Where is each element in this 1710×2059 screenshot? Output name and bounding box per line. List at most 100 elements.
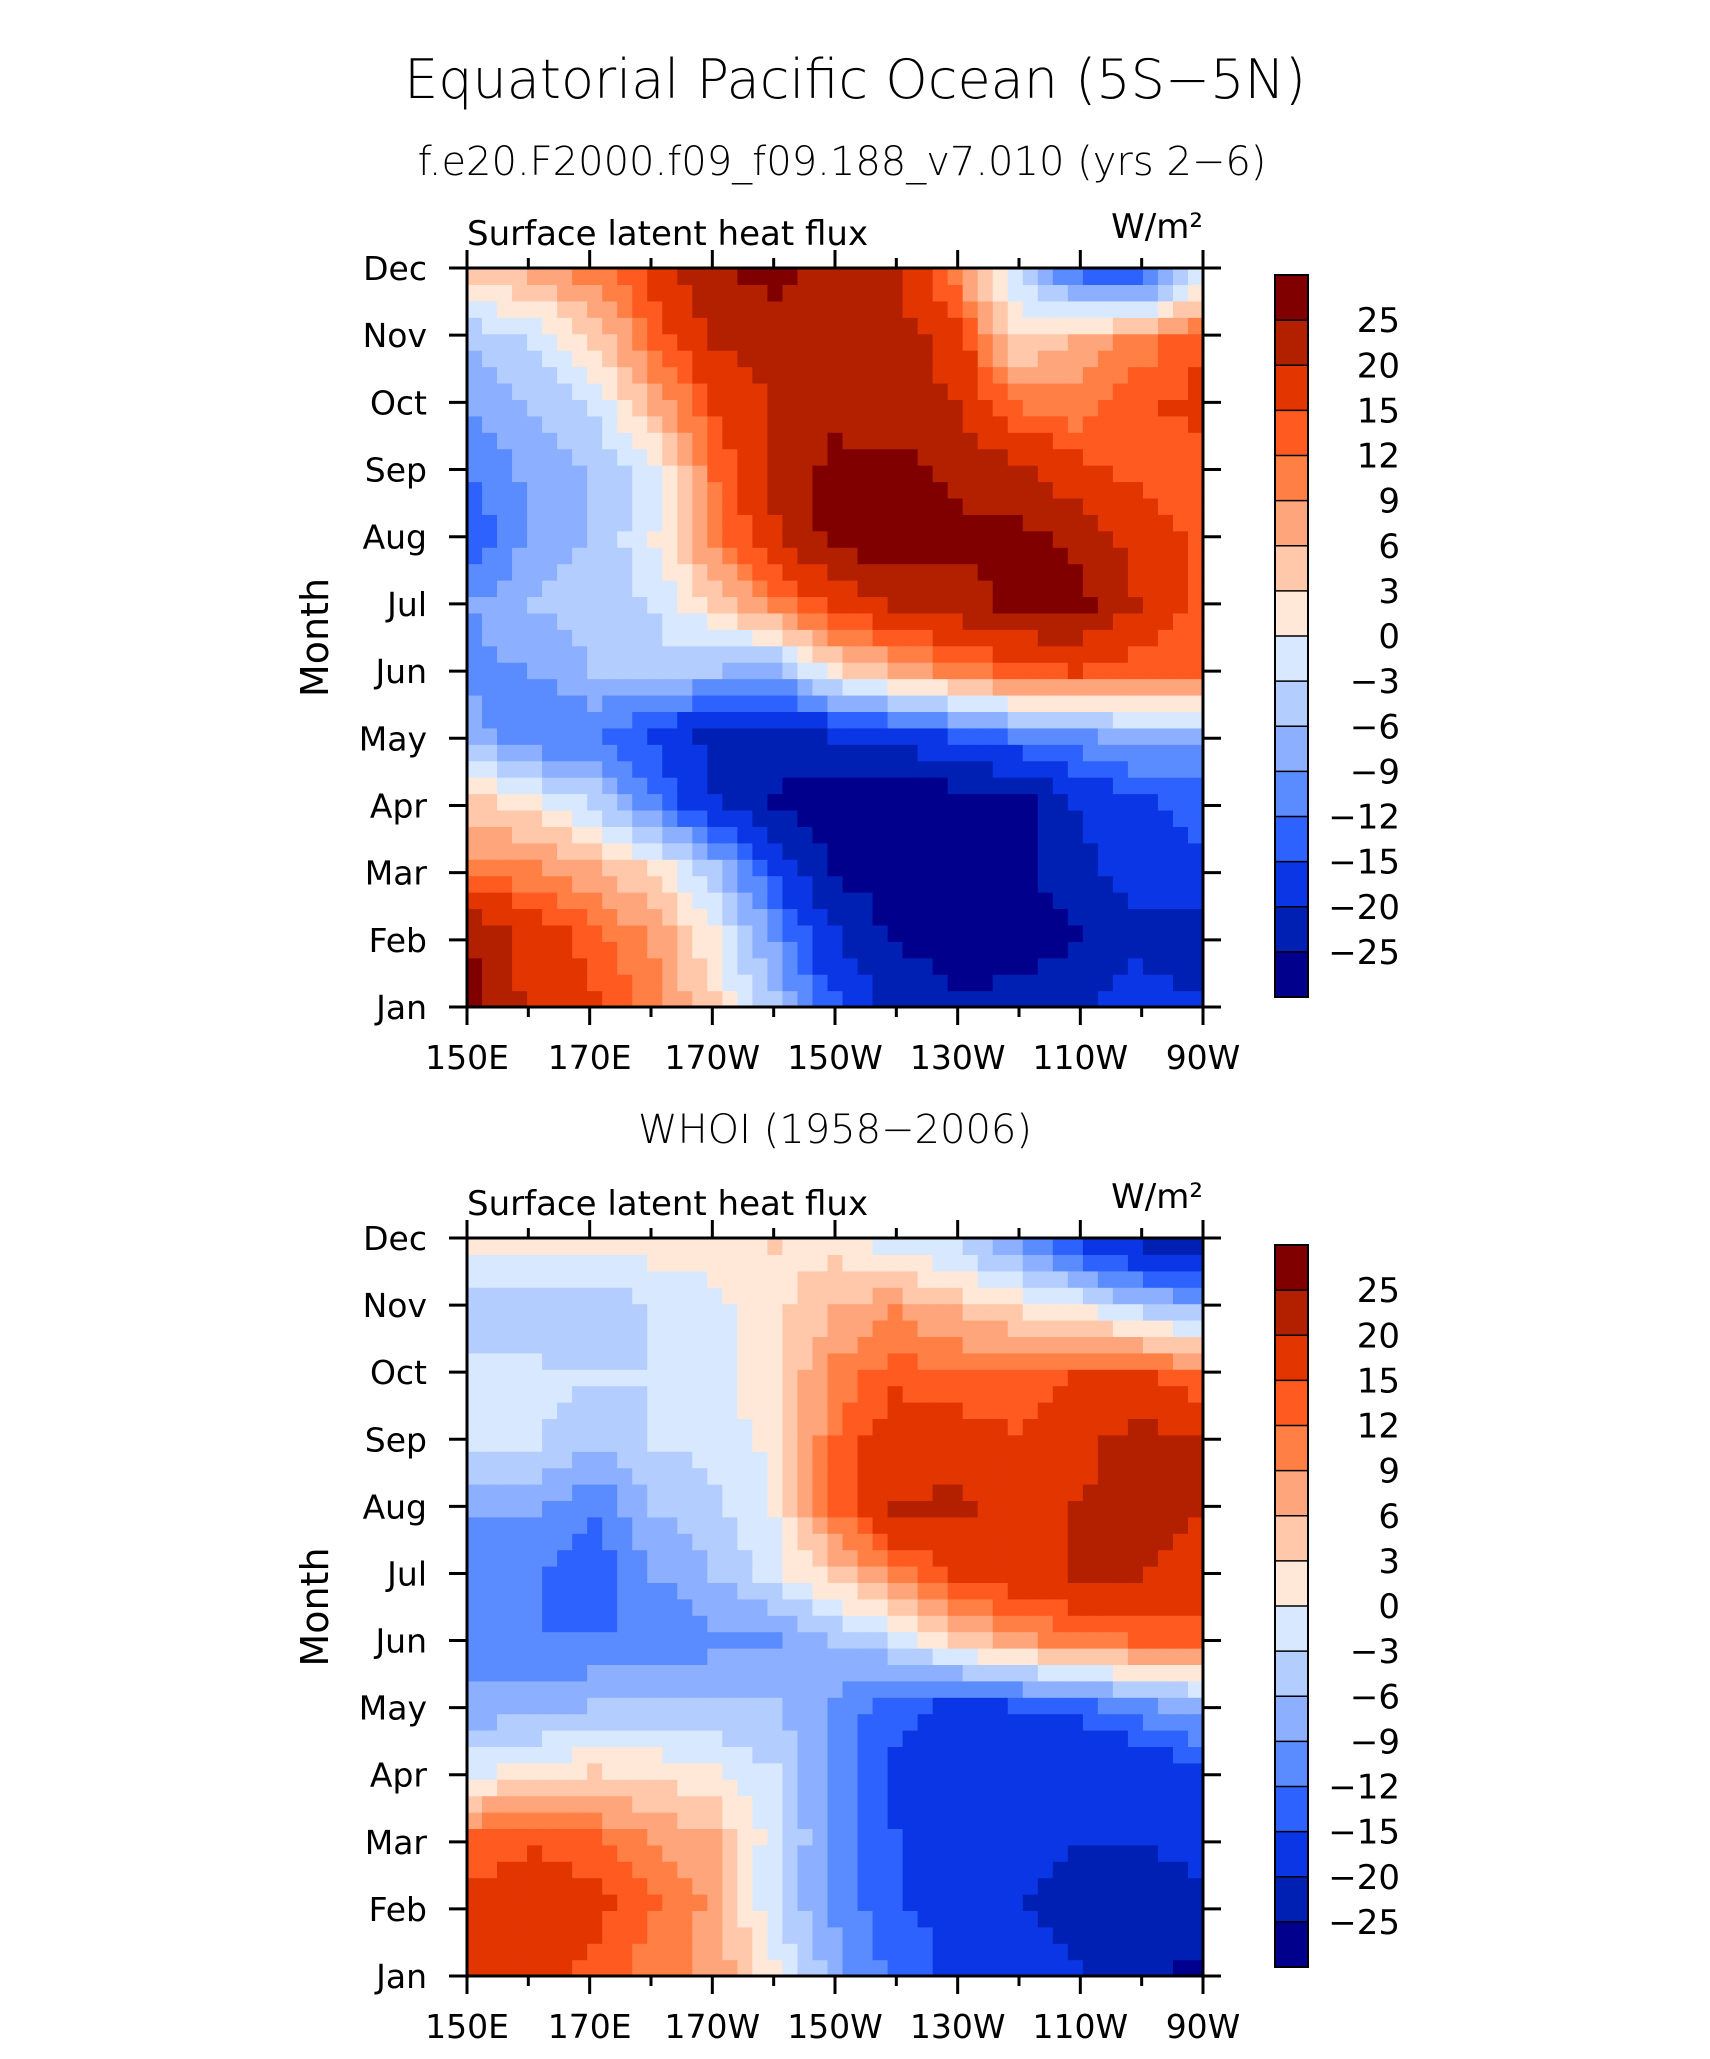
heatmap-cell	[962, 514, 979, 532]
heatmap-cell	[812, 1943, 829, 1961]
heatmap-cell	[467, 1500, 483, 1518]
heatmap-cell	[692, 1615, 708, 1633]
heatmap-cell	[557, 760, 573, 778]
heatmap-cell	[542, 711, 558, 729]
heatmap-cell	[797, 990, 814, 1008]
x-tick-label: 130W	[910, 2007, 1006, 2046]
heatmap-cell	[1142, 1533, 1159, 1551]
heatmap-cell	[932, 465, 949, 483]
heatmap-cell	[542, 268, 558, 286]
heatmap-cell	[1082, 1697, 1099, 1715]
heatmap-cell	[662, 842, 678, 860]
heatmap-cell	[1112, 957, 1129, 975]
heatmap-cell	[992, 1434, 1009, 1452]
heatmap-cell	[1157, 842, 1174, 860]
heatmap-cell	[977, 645, 994, 663]
heatmap-cell	[1097, 514, 1114, 532]
heatmap-cell	[632, 1861, 648, 1879]
heatmap-cell	[1097, 612, 1114, 630]
heatmap-cell	[722, 1730, 738, 1747]
heatmap-cell	[1097, 1697, 1114, 1715]
heatmap-cell	[947, 645, 964, 663]
heatmap-cell	[557, 1549, 573, 1567]
heatmap-cell	[1022, 1451, 1039, 1469]
heatmap-cell	[1067, 694, 1084, 712]
heatmap-cell	[1142, 1926, 1159, 1944]
heatmap-cell	[992, 612, 1009, 630]
heatmap-cell	[557, 809, 573, 827]
colorbar-swatch	[1275, 816, 1308, 863]
heatmap-cell	[782, 448, 799, 466]
heatmap-cell	[692, 1516, 708, 1534]
heatmap-cell	[707, 530, 723, 548]
heatmap-cell	[737, 1254, 753, 1272]
heatmap-cell	[1112, 875, 1129, 893]
heatmap-cell	[1007, 1877, 1024, 1895]
heatmap-cell	[572, 448, 588, 466]
heatmap-cell	[902, 1861, 919, 1879]
heatmap-cell	[977, 1648, 994, 1665]
heatmap-cell	[1082, 1418, 1099, 1436]
heatmap-cell	[1097, 497, 1114, 515]
heatmap-cell	[902, 1943, 919, 1961]
heatmap-cell	[497, 1664, 513, 1682]
heatmap-cell	[467, 1270, 483, 1288]
heatmap-cell	[1172, 645, 1189, 663]
heatmap-cell	[1172, 777, 1189, 795]
heatmap-cell	[482, 1959, 498, 1977]
heatmap-cell	[1187, 1336, 1204, 1354]
heatmap-cell	[947, 448, 964, 466]
heatmap-cell	[467, 317, 483, 335]
heatmap-cell	[1067, 1828, 1084, 1846]
heatmap-cell	[1187, 1664, 1204, 1682]
colorbar-swatch	[1275, 1831, 1308, 1878]
heatmap-cell	[1127, 1467, 1144, 1485]
heatmap-cell	[1127, 908, 1144, 926]
heatmap-cell	[497, 448, 513, 466]
heatmap-cell	[962, 465, 979, 483]
heatmap-cell	[902, 580, 919, 598]
heatmap-cell	[1142, 974, 1159, 992]
heatmap-cell	[677, 1385, 693, 1403]
heatmap-cell	[737, 1270, 753, 1288]
heatmap-cell	[1022, 284, 1039, 302]
heatmap-cell	[602, 990, 618, 1008]
heatmap-cell	[557, 1697, 573, 1715]
heatmap-cell	[1007, 1861, 1024, 1879]
heatmap-cell	[1142, 1877, 1159, 1895]
heatmap-cell	[1127, 481, 1144, 499]
heatmap-cell	[977, 1434, 994, 1452]
heatmap-cell	[752, 1894, 769, 1911]
heatmap-cell	[1037, 1615, 1054, 1633]
heatmap-cell	[1187, 1713, 1204, 1731]
heatmap-cell	[1037, 662, 1054, 680]
heatmap-cell	[992, 399, 1009, 417]
heatmap-cell	[827, 1746, 844, 1764]
heatmap-cell	[1097, 1270, 1114, 1288]
heatmap-cell	[482, 448, 498, 466]
heatmap-cell	[617, 514, 633, 532]
heatmap-cell	[887, 678, 904, 696]
heatmap-cell	[797, 859, 814, 877]
heatmap-cell	[1007, 694, 1024, 712]
heatmap-cell	[1067, 1336, 1084, 1354]
heatmap-cell	[1007, 1943, 1024, 1961]
heatmap-cell	[1097, 694, 1114, 712]
heatmap-cell	[722, 1812, 738, 1829]
heatmap-cell	[632, 1582, 648, 1600]
heatmap-cell	[932, 382, 949, 400]
heatmap-cell	[1052, 1844, 1069, 1862]
heatmap-cell	[692, 1352, 708, 1370]
heatmap-cell	[557, 580, 573, 598]
heatmap-cell	[527, 1746, 543, 1764]
colorbar-label: 0	[1378, 1587, 1400, 1627]
heatmap-cell	[1007, 629, 1024, 647]
heatmap-cell	[662, 974, 678, 992]
heatmap-cell	[1157, 1779, 1174, 1797]
heatmap-cell	[692, 711, 708, 729]
heatmap-cell	[617, 1746, 633, 1764]
heatmap-cell	[1037, 1434, 1054, 1452]
heatmap-cell	[1187, 777, 1204, 795]
heatmap-cell	[1172, 1336, 1189, 1354]
heatmap-cell	[842, 1877, 859, 1895]
